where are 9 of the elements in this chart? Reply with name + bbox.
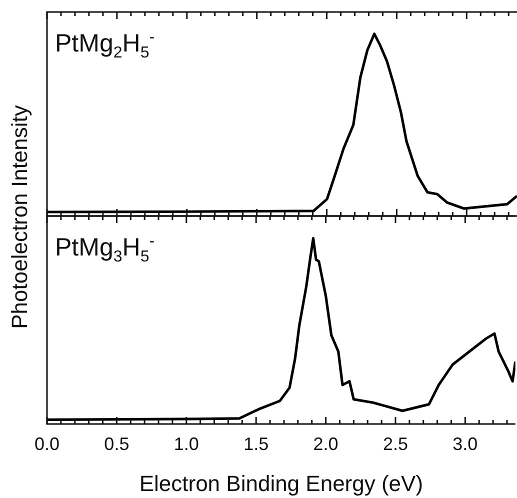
x-tick-label: 3.0: [452, 434, 478, 454]
x-tick-label: 0.5: [104, 434, 130, 454]
x-tick-label: 1.5: [244, 434, 269, 454]
y-axis-title: Photoelectron Intensity: [7, 105, 33, 329]
x-tick-label: 2.0: [313, 434, 338, 454]
x-tick-label: 2.5: [382, 434, 408, 454]
x-tick-label: 1.0: [174, 434, 199, 454]
x-axis-title: Electron Binding Energy (eV): [139, 470, 424, 496]
x-tick-label: 0.0: [34, 434, 60, 454]
